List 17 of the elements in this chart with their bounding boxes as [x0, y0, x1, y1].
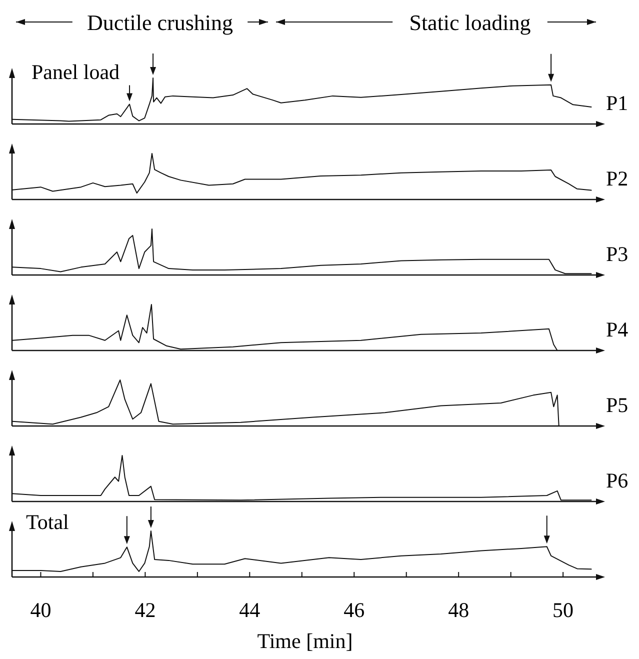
legend-label: Total: [26, 510, 70, 534]
series-label: P2: [606, 166, 628, 190]
x-tick-label: 50: [552, 598, 574, 622]
series-label: P1: [606, 91, 628, 115]
x-tick-label: 46: [344, 598, 365, 622]
x-tick-label: 40: [30, 598, 52, 622]
x-tick-label: 44: [239, 598, 261, 622]
annotation: Panel load: [31, 60, 120, 84]
x-axis-title: Time [min]: [257, 629, 353, 653]
text: Ductile crushing: [86, 10, 234, 35]
x-tick-label: 42: [134, 598, 156, 622]
series-label: P5: [606, 393, 628, 417]
series-label: P3: [606, 242, 628, 266]
series-label: P6: [606, 468, 628, 492]
text: Static loading: [409, 10, 531, 35]
x-tick-label: 48: [448, 598, 470, 622]
series-label: P4: [606, 318, 629, 342]
